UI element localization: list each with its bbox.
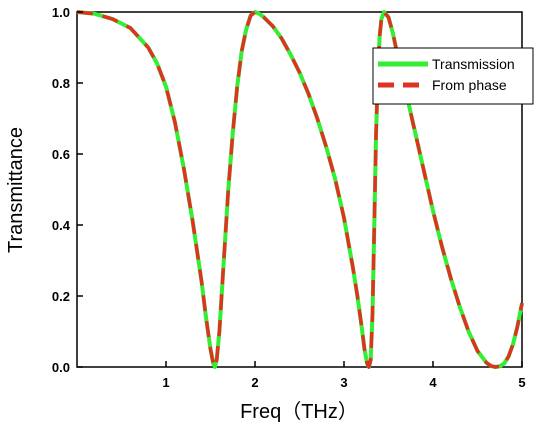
legend-label-transmission: Transmission	[432, 56, 515, 72]
y-tick-label: 0.0	[52, 360, 70, 375]
y-tick-label: 0.8	[52, 76, 70, 91]
x-axis-title: Freq（THz）	[240, 400, 358, 423]
x-tick-label: 5	[518, 375, 525, 390]
series-line-from-phase	[76, 10, 524, 369]
legend: Transmission From phase	[372, 47, 534, 105]
legend-box	[372, 47, 534, 105]
y-tick-label: 0.2	[52, 289, 70, 304]
y-axis-title: Transmittance	[5, 127, 27, 253]
plot-frame	[76, 11, 523, 368]
y-tick-label: 1.0	[52, 5, 70, 20]
legend-label-from-phase: From phase	[432, 77, 507, 93]
y-tick-label: 0.6	[52, 147, 70, 162]
x-tick-label: 4	[429, 375, 437, 390]
y-axis-ticks: 0.0 0.2 0.4 0.6 0.8 1.0	[52, 5, 83, 375]
x-tick-label: 3	[340, 375, 347, 390]
y-tick-label: 0.4	[52, 218, 71, 233]
series-layer	[76, 10, 524, 369]
plot-area: 1 2 3 4 5 0.0 0.2 0.4 0.6 0.8 1.0	[52, 5, 526, 390]
x-tick-label: 2	[251, 375, 258, 390]
x-tick-label: 1	[162, 375, 169, 390]
x-axis-ticks: 1 2 3 4 5	[162, 361, 526, 390]
